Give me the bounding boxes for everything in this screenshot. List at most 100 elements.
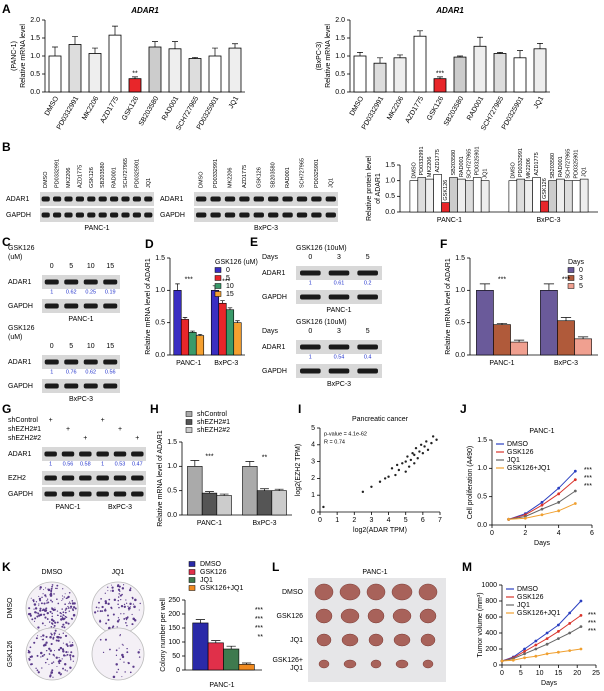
point (534, 654, 538, 658)
colony (39, 597, 42, 600)
condition-mark: + (101, 417, 105, 424)
colony (94, 611, 97, 614)
x-tick-label: AZD1775 (99, 95, 120, 124)
colony (131, 623, 134, 626)
tumor (339, 583, 361, 601)
colony (113, 598, 117, 602)
error-bar (437, 76, 443, 79)
condition-label: shEZH2#2 (8, 435, 41, 442)
row-label: ADAR1 (262, 270, 285, 277)
bar (510, 341, 528, 356)
error-bar (182, 317, 188, 320)
bar (508, 180, 518, 213)
cell-label: BxPC-3 (108, 504, 132, 511)
legend-label: JQ1 (200, 577, 213, 584)
colony (67, 605, 69, 608)
blot-strip (42, 379, 120, 393)
blot-strip (42, 447, 146, 461)
colony (71, 600, 74, 602)
bar-label: RAD001 (459, 156, 465, 177)
legend-label: DMSO (507, 441, 529, 448)
bar (557, 320, 575, 356)
bar (493, 53, 507, 93)
colony (53, 622, 56, 624)
colony (68, 610, 71, 612)
colony (44, 609, 48, 612)
colony (52, 661, 55, 663)
point (523, 650, 526, 653)
colony (29, 646, 32, 649)
blot-band (87, 196, 96, 202)
colony (52, 653, 55, 656)
legend-swatch (185, 419, 193, 425)
colony (39, 586, 42, 589)
error-bar (513, 339, 525, 343)
row-label: GAPDH (6, 212, 31, 219)
bar (48, 55, 62, 93)
colony (51, 607, 53, 609)
colony (127, 605, 129, 607)
blot-band (325, 196, 336, 202)
blot-band (357, 294, 378, 300)
colony (41, 655, 44, 658)
bar (409, 180, 419, 213)
colony (56, 610, 59, 612)
x-tick-label: 6 (590, 530, 594, 537)
x-tick-label: GSK126 (121, 95, 140, 122)
error-bar (227, 307, 233, 310)
colony (44, 594, 47, 597)
chart-title: PANC-1 (529, 428, 554, 435)
annotation: *** (588, 620, 596, 627)
colony (44, 643, 47, 647)
blot-band (44, 359, 59, 365)
error-bar (417, 30, 423, 37)
point (579, 625, 583, 628)
colony (70, 607, 72, 610)
y-tick-label: 1.5 (335, 35, 345, 42)
blot-band (44, 451, 57, 457)
y-tick-label: 1.0 (167, 463, 177, 470)
lane-label: 5 (69, 263, 73, 270)
blot-band (311, 196, 322, 202)
x-tick-label: 25 (592, 670, 600, 677)
error-bar (397, 54, 403, 58)
point (407, 465, 411, 468)
blot-band (300, 344, 321, 350)
tumor (393, 633, 411, 647)
colony (61, 595, 64, 597)
colony (129, 587, 132, 590)
colony (102, 651, 105, 654)
lane-label: AZD1775 (242, 165, 248, 188)
legend-swatch (188, 577, 196, 583)
blot-header: (uM) (8, 254, 22, 261)
point (500, 659, 504, 663)
y-tick-label: 100 (168, 639, 180, 646)
colony (126, 647, 128, 650)
quant-label: 0.19 (105, 289, 116, 295)
colony (57, 660, 61, 663)
colony (68, 601, 71, 603)
y-tick-label: 0.0 (335, 89, 345, 96)
colony (55, 656, 58, 659)
lane-label: 5 (366, 328, 370, 335)
panel-label: K (2, 560, 11, 574)
blot-strip (42, 471, 146, 485)
colony (35, 601, 38, 603)
image-title: PANC-1 (362, 569, 387, 576)
blot-band (144, 196, 153, 202)
blot-band (357, 270, 378, 276)
bar (548, 180, 557, 213)
colony (69, 666, 72, 670)
point (387, 475, 390, 478)
bar (242, 466, 258, 516)
colony (71, 602, 75, 605)
blot-header: GSK126 (8, 245, 35, 252)
row-label: ADAR1 (8, 279, 31, 286)
y-tick-label: 1 (311, 492, 315, 499)
row-label: GAPDH (160, 212, 185, 219)
lane-label: DMSO (43, 171, 49, 188)
point (534, 647, 538, 651)
colony (50, 625, 53, 628)
blot-band (296, 212, 308, 218)
colony (64, 593, 66, 595)
